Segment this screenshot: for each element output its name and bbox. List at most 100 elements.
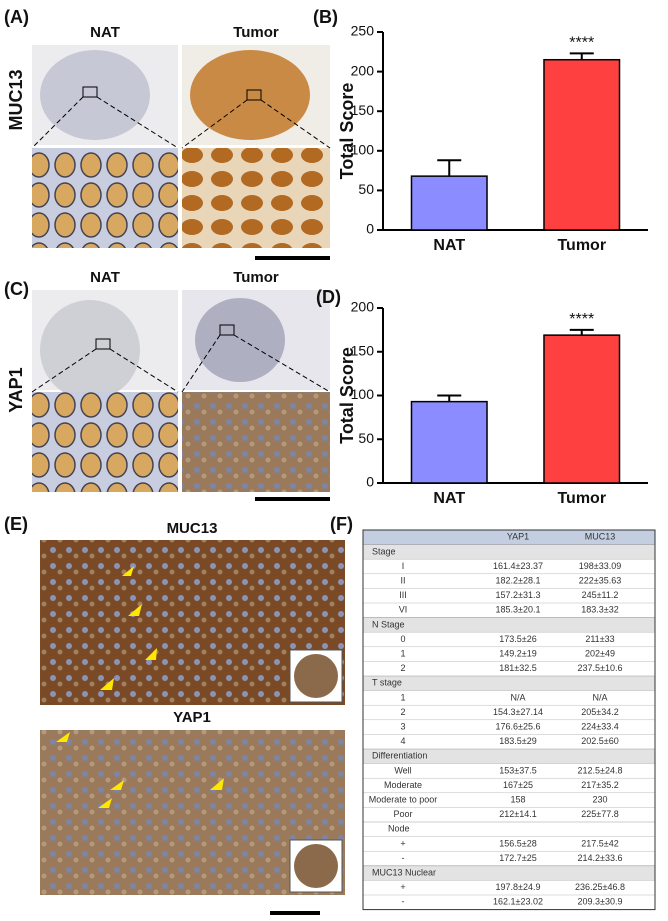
row-label: 1 (400, 692, 405, 702)
column-label: NAT (90, 24, 120, 41)
row-label: YAP1 (6, 367, 26, 412)
row-label: - (402, 897, 405, 907)
x-tick-label: Tumor (557, 237, 606, 254)
panel-c-images (31, 290, 331, 501)
row-label: Moderate (384, 780, 422, 790)
row-label: MUC13 (6, 69, 26, 130)
x-tick-label: Tumor (557, 490, 606, 507)
cell: 181±32.5 (499, 663, 536, 673)
row-label: II (400, 575, 405, 585)
significance: **** (569, 35, 594, 52)
cell: N/A (592, 692, 607, 702)
row-label: 1 (400, 648, 405, 658)
cell: 224±33.4 (581, 721, 618, 731)
row-label: + (400, 838, 405, 848)
row-label: Poor (393, 809, 412, 819)
panel-label: (C) (4, 279, 29, 299)
cell: 198±33.09 (579, 561, 621, 571)
column-label: NAT (90, 269, 120, 286)
labels: (A) (B) (C) (D) (E) (F) NAT Tumor MUC13 … (4, 7, 353, 726)
row-label: 4 (400, 736, 405, 746)
panel-label: (F) (330, 514, 353, 534)
cell: 162.1±23.02 (493, 897, 543, 907)
row-label: I (402, 561, 405, 571)
section-row (363, 544, 655, 560)
panel-label: (D) (316, 287, 341, 307)
cell: N/A (510, 692, 525, 702)
cell: 245±11.2 (582, 590, 619, 600)
section-label: MUC13 Nuclear (372, 867, 436, 877)
cell: 217±35.2 (581, 780, 618, 790)
y-tick-label: 100 (351, 386, 375, 402)
cell: 157.2±31.3 (496, 590, 541, 600)
section-label: T stage (372, 678, 402, 688)
bar (543, 58, 621, 231)
cell: 211±33 (585, 634, 614, 644)
column-label: Tumor (233, 269, 279, 286)
cell: 172.7±25 (499, 853, 536, 863)
cell: 176.6±25.6 (496, 721, 541, 731)
image-title: MUC13 (167, 520, 218, 537)
cell: 197.8±24.9 (496, 882, 541, 892)
y-tick-label: 150 (351, 102, 375, 118)
bar (410, 175, 488, 231)
y-tick-label: 0 (366, 474, 374, 490)
y-tick-label: 0 (366, 221, 374, 237)
section-row (363, 617, 655, 633)
cell: 209.3±30.9 (578, 897, 623, 907)
row-label: III (399, 590, 407, 600)
section-row (363, 749, 655, 764)
cell: 153±37.5 (499, 765, 536, 775)
cell: 161.4±23.37 (493, 561, 543, 571)
y-tick-label: 100 (351, 142, 375, 158)
row-label: VI (399, 605, 408, 615)
panel-label: (B) (313, 7, 338, 27)
section-label: Node (388, 824, 410, 834)
cell: 185.3±20.1 (496, 605, 541, 615)
image-title: YAP1 (173, 709, 211, 726)
cell: 202±49 (585, 648, 615, 658)
cell: 183.3±32 (581, 605, 618, 615)
cell: 237.5±10.6 (578, 663, 623, 673)
panel-label: (A) (4, 7, 29, 27)
cell: 236.25±46.8 (575, 882, 625, 892)
column-label: Tumor (233, 24, 279, 41)
cell: 154.3±27.14 (493, 707, 543, 717)
cell: 173.5±26 (499, 634, 536, 644)
x-tick-label: NAT (433, 237, 465, 254)
section-row (363, 676, 655, 691)
row-label: 2 (400, 663, 405, 673)
y-tick-label: 150 (351, 342, 375, 358)
row-label: 3 (400, 721, 405, 731)
cell: 167±25 (503, 780, 533, 790)
section-label: N Stage (372, 619, 405, 629)
cell: 225±77.8 (581, 809, 618, 819)
cell: 182.2±28.1 (496, 575, 541, 585)
row-label: 0 (400, 634, 405, 644)
significance: **** (569, 311, 594, 328)
y-axis-label: Total Score (337, 83, 357, 180)
cell: 205±34.2 (581, 707, 618, 717)
section-row (363, 865, 655, 881)
panel-a-images (31, 45, 331, 260)
row-label: Moderate to poor (369, 794, 438, 804)
cell: 158 (510, 794, 525, 804)
row-label: + (400, 882, 405, 892)
cell: 217.5±42 (581, 838, 618, 848)
bar (543, 334, 621, 484)
cell: 183.5±29 (499, 736, 536, 746)
y-tick-label: 200 (351, 62, 375, 78)
x-tick-label: NAT (433, 490, 465, 507)
y-tick-label: 50 (358, 181, 374, 197)
cell: 149.2±19 (499, 648, 536, 658)
row-label: Well (394, 765, 411, 775)
y-tick-label: 50 (358, 430, 374, 446)
row-label: - (402, 853, 405, 863)
cell: 214.2±33.6 (578, 853, 623, 863)
row-label: 2 (400, 707, 405, 717)
table-border (362, 529, 656, 911)
cell: 222±35.63 (579, 575, 621, 585)
cell: 156.5±28 (499, 838, 536, 848)
y-axis-label: Total Score (337, 347, 357, 444)
y-tick-label: 200 (351, 299, 375, 315)
